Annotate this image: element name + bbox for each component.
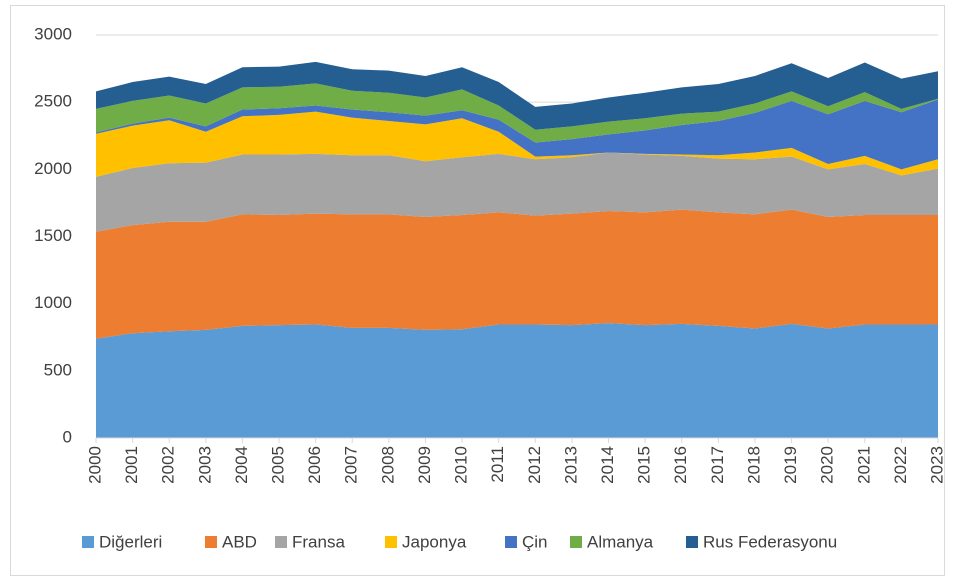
- x-tick-label: 2004: [232, 446, 251, 484]
- legend-label: Almanya: [587, 532, 654, 551]
- y-tick-label: 3000: [34, 24, 72, 43]
- x-tick-label: 2007: [342, 446, 361, 484]
- x-tick-label: 2014: [598, 446, 617, 484]
- x-tick-label: 2016: [671, 446, 690, 484]
- x-tick-label: 2011: [488, 446, 507, 483]
- legend-swatch: [205, 536, 217, 548]
- x-tick-label: 2018: [744, 446, 763, 484]
- legend-swatch: [686, 536, 698, 548]
- legend-label: Çin: [522, 532, 548, 551]
- area: [96, 83, 938, 143]
- legend-swatch: [275, 536, 287, 548]
- y-tick-label: 1500: [34, 226, 72, 245]
- legend-label: Fransa: [292, 532, 345, 551]
- x-tick-label: 2017: [708, 446, 727, 484]
- legend-label: Diğerleri: [99, 532, 162, 551]
- y-tick-label: 0: [63, 427, 72, 446]
- area: [96, 152, 938, 232]
- x-tick-label: 2021: [854, 446, 873, 484]
- legend-label: ABD: [222, 532, 257, 551]
- x-tick-label: 2015: [635, 446, 654, 484]
- legend-swatch: [82, 536, 94, 548]
- x-tick-label: 2022: [891, 446, 910, 484]
- x-tick-label: 2001: [122, 446, 141, 484]
- y-tick-label: 1000: [34, 293, 72, 312]
- legend-swatch: [385, 536, 397, 548]
- x-tick-label: 2013: [561, 446, 580, 484]
- x-tick-label: 2020: [818, 446, 837, 484]
- y-tick-label: 2000: [34, 159, 72, 178]
- x-tick-label: 2003: [195, 446, 214, 484]
- x-tick-label: 2008: [378, 446, 397, 484]
- x-tick-label: 2000: [85, 446, 104, 484]
- area: [96, 323, 938, 438]
- area: [96, 99, 938, 170]
- x-tick-label: 2012: [525, 446, 544, 484]
- legend-label: Japonya: [402, 532, 467, 551]
- x-tick-label: 2023: [927, 446, 946, 484]
- x-tick-label: 2002: [159, 446, 178, 484]
- legend-swatch: [505, 536, 517, 548]
- x-tick-label: 2010: [452, 446, 471, 484]
- y-tick-label: 500: [44, 360, 72, 379]
- area: [96, 61, 938, 130]
- legend-label: Rus Federasyonu: [703, 532, 837, 551]
- x-tick-label: 2019: [781, 446, 800, 484]
- area: [96, 209, 938, 339]
- x-tick-label: 2009: [415, 446, 434, 484]
- x-tick-label: 2005: [269, 446, 288, 484]
- x-tick-label: 2006: [305, 446, 324, 484]
- legend-swatch: [570, 536, 582, 548]
- y-tick-label: 2500: [34, 92, 72, 111]
- area: [96, 111, 938, 177]
